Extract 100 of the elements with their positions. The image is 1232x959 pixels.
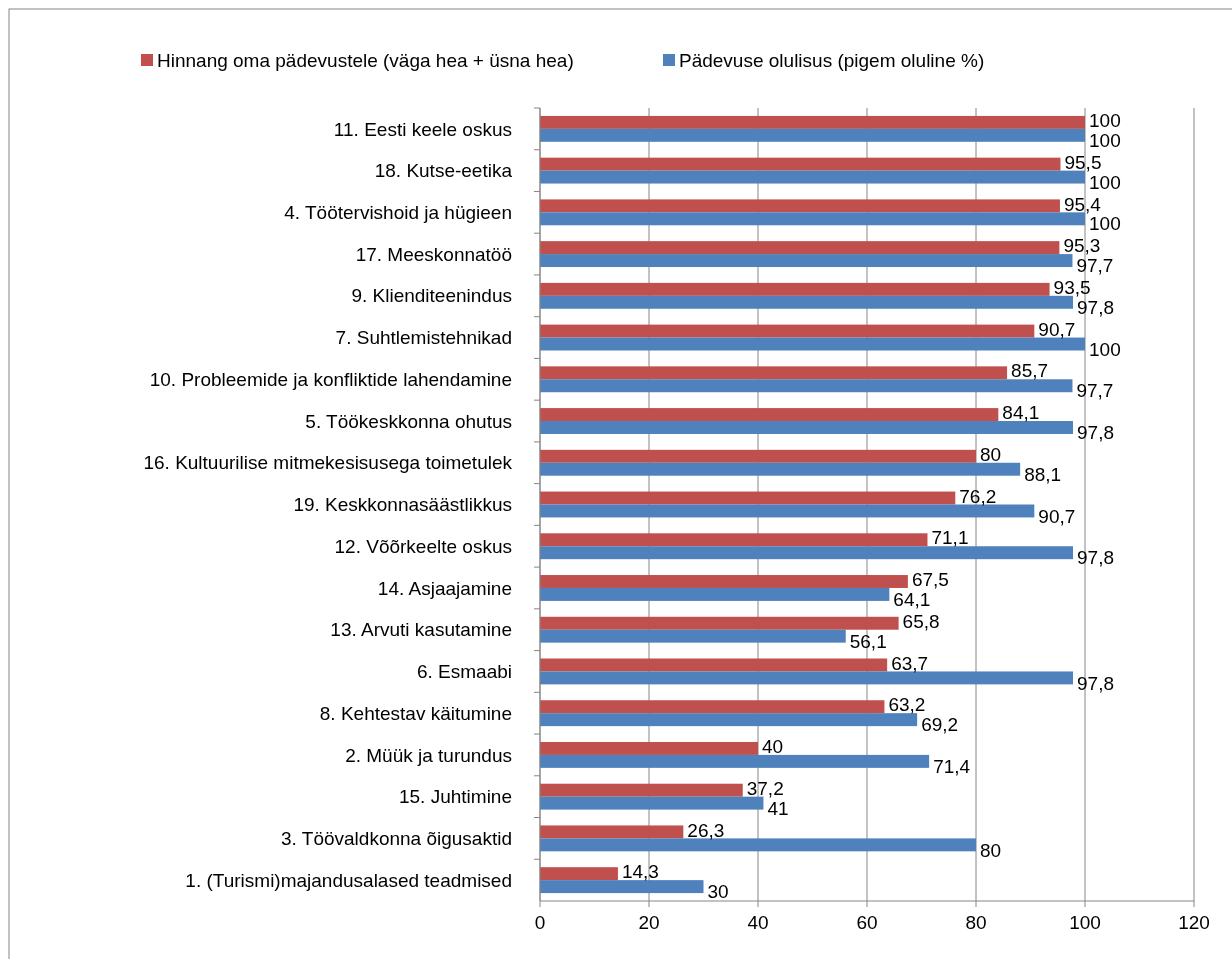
- bar: [540, 575, 908, 588]
- bar: [540, 700, 885, 714]
- data-label: 40: [762, 736, 784, 758]
- data-label: 97,7: [1076, 380, 1114, 402]
- data-label: 63,2: [888, 694, 926, 716]
- data-label: 26,3: [687, 819, 725, 841]
- bar: [540, 324, 1035, 338]
- y-tick-label: 6. Esmaabi: [416, 661, 512, 683]
- bar: [540, 449, 976, 463]
- bar: [540, 546, 1074, 560]
- bar: [540, 616, 899, 630]
- legend-label: Hinnang oma pädevustele (väga hea + üsna hea): [157, 49, 574, 71]
- data-label: 97,8: [1077, 547, 1114, 569]
- data-label: 95,3: [1063, 235, 1101, 257]
- bar: [540, 421, 1074, 434]
- bar: [540, 838, 976, 852]
- x-tick-label: 0: [534, 912, 546, 933]
- bar: [540, 337, 1085, 351]
- data-label: 95,5: [1064, 151, 1102, 173]
- data-label: 84,1: [1002, 402, 1040, 424]
- y-tick-label: 1. (Turismi)majandusalased teadmised: [185, 869, 512, 891]
- data-label: 67,5: [911, 569, 949, 591]
- y-tick-label: 14. Asjaajamine: [377, 577, 512, 599]
- data-label: 63,7: [891, 652, 929, 674]
- data-label: 56,1: [849, 630, 887, 652]
- x-tick-label: 80: [965, 912, 987, 933]
- y-tick-label: 2. Müük ja turundus: [345, 744, 512, 766]
- y-tick-label: 18. Kutse-eetika: [374, 160, 513, 182]
- data-label: 88,1: [1024, 463, 1062, 485]
- y-tick-label: 11. Eesti keele oskus: [333, 118, 512, 140]
- data-label: 95,4: [1063, 193, 1102, 215]
- bar: [540, 282, 1050, 296]
- bar: [540, 212, 1085, 226]
- bar: [540, 825, 684, 839]
- legend-label: Pädevuse olulisus (pigem oluline %): [679, 49, 985, 71]
- data-label: 71,4: [933, 756, 971, 778]
- data-label: 100: [1089, 171, 1121, 193]
- data-label: 80: [980, 443, 1002, 465]
- bar: [540, 783, 743, 797]
- bar: [540, 796, 764, 810]
- bar: [540, 241, 1060, 255]
- data-label: 93,5: [1053, 277, 1091, 298]
- data-label: 80: [980, 839, 1002, 861]
- data-label: 14,3: [621, 861, 659, 883]
- bar: [540, 170, 1085, 184]
- y-tick-label: 9. Klienditeenindus: [351, 285, 512, 307]
- x-tick-label: 100: [1069, 912, 1101, 933]
- bar: [540, 115, 1085, 129]
- bar: [540, 128, 1085, 142]
- data-label: 37,2: [746, 777, 784, 799]
- y-tick-label: 19. Keskkonnasäästlikkus: [293, 494, 512, 516]
- bar: [540, 658, 888, 672]
- data-label: 100: [1089, 338, 1121, 360]
- data-label: 100: [1089, 110, 1121, 132]
- data-label: 97,8: [1077, 672, 1114, 694]
- bar: [540, 462, 1021, 476]
- x-tick-label: 60: [856, 912, 878, 933]
- bar: [540, 671, 1074, 685]
- data-label: 97,7: [1076, 255, 1114, 277]
- bar: [540, 754, 930, 768]
- y-tick-label: 12. Võõrkeelte oskus: [334, 535, 512, 557]
- data-label: 69,2: [921, 714, 959, 736]
- y-tick-label: 16. Kultuurilise mitmekesisusega toimetulek: [143, 452, 513, 474]
- bar: [540, 366, 1008, 380]
- data-label: 76,2: [959, 485, 997, 507]
- bar: [540, 199, 1060, 213]
- y-tick-label: 13. Arvuti kasutamine: [330, 619, 512, 641]
- bar: [540, 880, 704, 894]
- y-tick-label: 15. Juhtimine: [398, 786, 512, 808]
- data-label: 85,7: [1011, 360, 1049, 382]
- bar: [540, 713, 918, 727]
- y-tick-label: 17. Meeskonnatöö: [355, 243, 512, 265]
- y-tick-label: 10. Probleemide ja konfliktide lahendamine: [149, 368, 512, 390]
- y-tick-label: 8. Kehtestav käitumine: [319, 702, 512, 724]
- bar: [540, 254, 1073, 268]
- data-label: 97,8: [1077, 296, 1114, 318]
- y-tick-label: 3. Töövaldkonna õigusaktid: [281, 828, 512, 850]
- bar: [540, 504, 1035, 518]
- data-label: 71,1: [931, 527, 969, 549]
- bar: [540, 741, 758, 755]
- data-label: 97,8: [1077, 422, 1114, 444]
- bar: [540, 587, 890, 601]
- bar: [540, 295, 1074, 309]
- data-label: 90,7: [1038, 505, 1076, 527]
- bar: [540, 533, 928, 547]
- bar: [540, 379, 1073, 393]
- bar: [540, 491, 956, 505]
- y-tick-label: 5. Töökeskkonna ohutus: [305, 410, 512, 432]
- data-label: 41: [767, 797, 789, 819]
- data-label: 65,8: [902, 610, 940, 632]
- data-label: 100: [1089, 213, 1121, 235]
- bar: [540, 629, 846, 643]
- data-label: 30: [707, 881, 729, 903]
- data-label: 90,7: [1038, 318, 1076, 340]
- y-tick-label: 7. Suhtlemistehnikad: [335, 327, 512, 349]
- data-label: 64,1: [893, 589, 931, 611]
- y-tick-label: 4. Töötervishoid ja hügieen: [284, 201, 512, 223]
- bar: [540, 157, 1061, 171]
- x-tick-label: 40: [747, 912, 769, 933]
- x-tick-label: 120: [1178, 912, 1210, 933]
